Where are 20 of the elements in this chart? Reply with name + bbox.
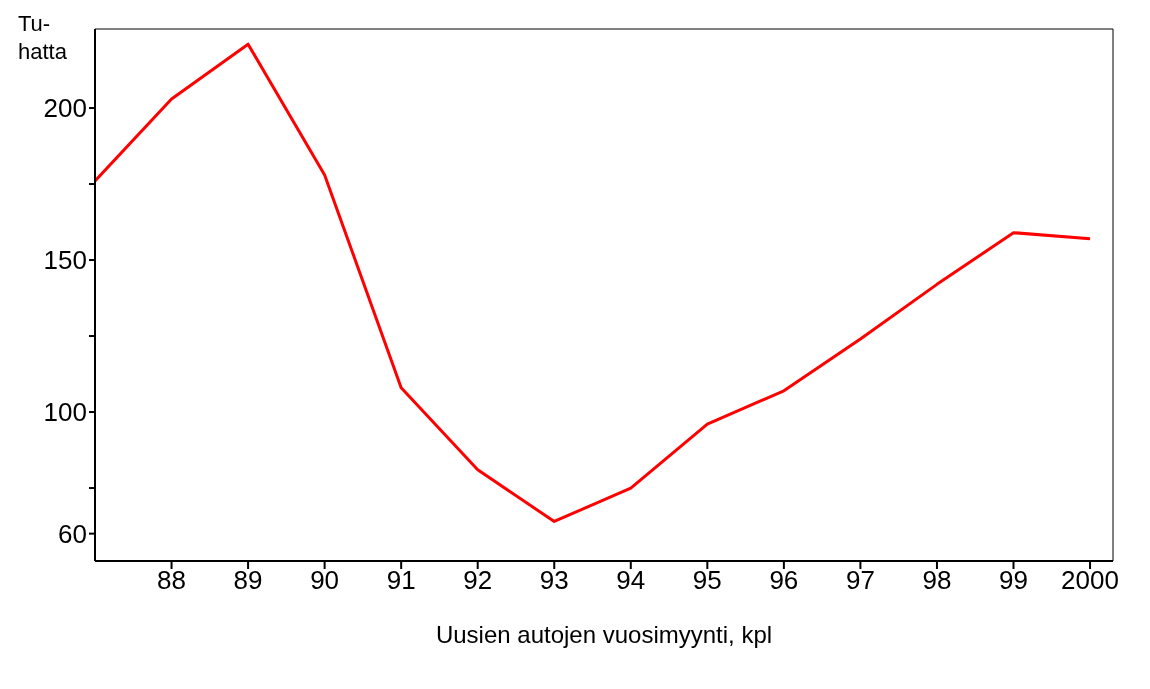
x-tick-label: 90 — [310, 565, 340, 596]
x-tick-label: 88 — [157, 565, 186, 596]
x-tick-label: 96 — [769, 565, 799, 596]
x-tick-label: 93 — [539, 565, 569, 596]
x-tick-label: 94 — [616, 565, 646, 596]
x-tick-label: 92 — [463, 565, 493, 596]
y-tick-label: 100 — [43, 397, 87, 428]
line-series — [95, 42, 1092, 523]
x-tick-label: 91 — [386, 565, 416, 596]
x-tick-label: 97 — [845, 565, 875, 596]
y-tick-label: 200 — [43, 93, 87, 124]
x-tick-label: 2000 — [1061, 565, 1119, 596]
y-tick-label: 60 — [58, 518, 87, 549]
x-tick-label: 89 — [233, 565, 263, 596]
x-tick-label: 98 — [922, 565, 952, 596]
x-tick-label: 95 — [692, 565, 722, 596]
y-tick-label: 150 — [43, 245, 87, 276]
y-axis-title: Tu- hatta — [18, 10, 67, 66]
x-tick-label: 99 — [999, 565, 1028, 596]
x-axis-title: Uusien autojen vuosimyynti, kpl — [435, 621, 773, 648]
